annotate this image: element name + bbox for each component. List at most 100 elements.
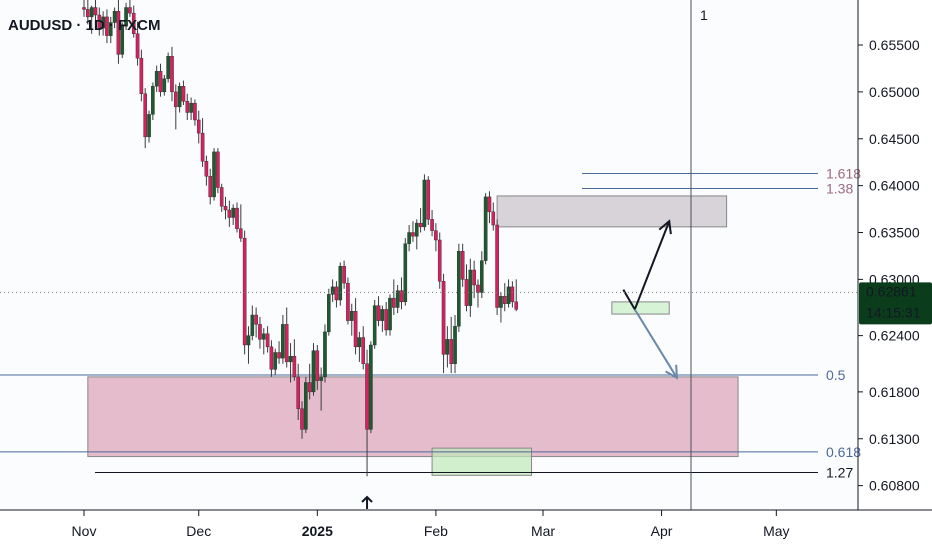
candle[interactable] [422,179,427,228]
candle[interactable] [246,335,251,346]
candle[interactable] [86,9,90,18]
candle[interactable] [476,284,480,293]
candle[interactable] [453,326,457,364]
candle[interactable] [181,86,186,102]
candle[interactable] [353,311,358,348]
candle[interactable] [300,408,304,430]
candle[interactable] [327,294,331,333]
candle[interactable] [239,228,243,239]
candle[interactable] [281,324,285,359]
candle[interactable] [495,224,499,308]
candle[interactable] [311,350,316,393]
candle[interactable] [208,176,213,198]
candle[interactable] [193,102,197,121]
candle[interactable] [441,281,446,355]
candle[interactable] [483,196,488,261]
candle[interactable] [437,239,442,282]
candle[interactable] [254,314,258,325]
candle[interactable] [365,363,369,430]
candle[interactable] [131,12,136,34]
candle[interactable] [457,251,461,327]
zone-support-major[interactable] [87,376,739,458]
candle[interactable] [235,207,239,229]
candle[interactable] [116,11,121,55]
candle[interactable] [258,324,262,340]
candle[interactable] [273,352,278,370]
candle[interactable] [392,297,396,308]
candle[interactable] [304,382,308,430]
candle[interactable] [242,237,247,346]
candle[interactable] [185,101,190,113]
candle[interactable] [399,290,404,303]
candle[interactable] [173,91,178,108]
candle[interactable] [200,132,205,162]
candle[interactable] [349,311,354,321]
candle[interactable] [407,232,411,244]
candle[interactable] [265,333,270,348]
candle[interactable] [162,78,167,93]
candle[interactable] [196,119,201,134]
candle[interactable] [189,102,193,113]
candle[interactable] [135,33,140,59]
candle[interactable] [369,344,373,430]
candle[interactable] [342,266,346,284]
candle[interactable] [93,7,98,16]
candle[interactable] [97,14,102,29]
time-axis[interactable]: Nov Dec 2025 Feb Mar Apr May [72,510,790,539]
candle[interactable] [395,290,400,308]
candle[interactable] [227,209,232,218]
candle[interactable] [411,232,415,237]
candle[interactable] [464,279,469,306]
candle[interactable] [472,269,476,286]
candle[interactable] [403,243,408,303]
candle[interactable] [284,324,289,363]
candle[interactable] [292,356,297,378]
candle[interactable] [219,187,224,207]
candle[interactable] [491,211,496,226]
candle[interactable] [261,333,266,340]
candle[interactable] [426,179,431,220]
candle[interactable] [158,71,163,93]
candle[interactable] [499,296,503,308]
candle[interactable] [361,337,366,364]
candle[interactable] [112,11,117,23]
candle[interactable] [434,230,438,241]
candle[interactable] [380,309,385,321]
candle[interactable] [468,269,473,306]
candle[interactable] [414,222,419,237]
candle[interactable] [151,86,155,115]
candle[interactable] [89,7,94,18]
candle[interactable] [319,376,323,381]
candle[interactable] [330,286,335,295]
candle[interactable] [430,219,434,231]
candle[interactable] [315,350,320,381]
candle[interactable] [334,286,339,301]
candle[interactable] [510,286,515,303]
candle[interactable] [269,346,274,370]
candle[interactable] [338,266,343,301]
candle[interactable] [124,7,128,27]
candle[interactable] [177,86,182,108]
candle[interactable] [449,339,454,364]
candle[interactable] [128,7,132,14]
candle[interactable] [170,56,174,93]
candle[interactable] [108,22,113,36]
candle[interactable] [480,260,484,293]
candle[interactable] [376,305,381,321]
candle[interactable] [166,56,170,79]
candle[interactable] [307,382,312,393]
candle[interactable] [296,376,301,409]
zone-resistance[interactable] [496,195,728,228]
candle[interactable] [277,352,281,359]
candle[interactable] [147,114,151,138]
candle[interactable] [346,282,350,321]
candle[interactable] [357,337,362,348]
candle[interactable] [120,26,125,55]
candle[interactable] [445,339,450,355]
candle[interactable] [204,161,209,177]
candle[interactable] [384,309,388,331]
candle[interactable] [82,7,86,10]
candle[interactable] [101,16,105,29]
zone-support-demand-lower[interactable] [431,447,533,476]
